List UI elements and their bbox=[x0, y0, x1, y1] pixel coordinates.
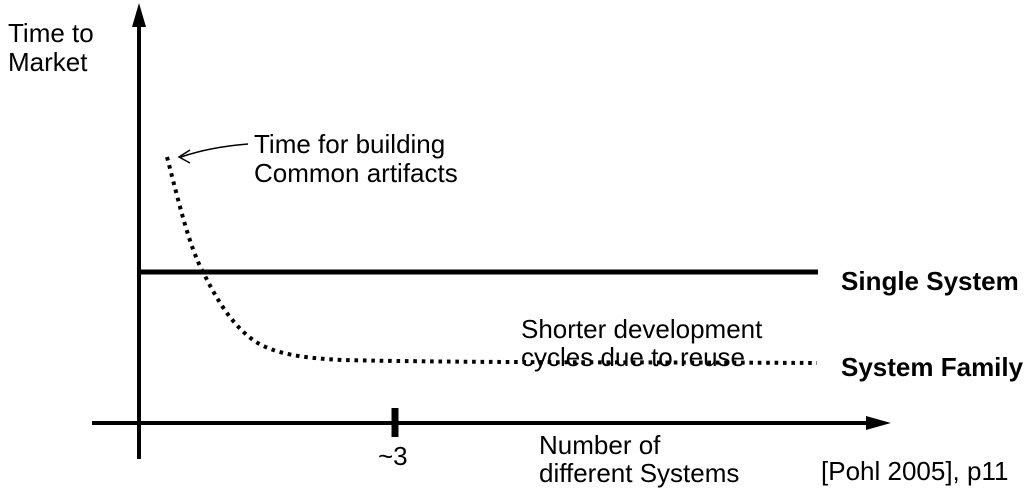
citation: [Pohl 2005], p11 bbox=[821, 456, 1009, 486]
x-axis-arrowhead-icon bbox=[866, 416, 891, 430]
single-system-label: Single System bbox=[841, 266, 1019, 296]
annotation-arrow bbox=[180, 143, 249, 158]
annotation-arrowhead-icon bbox=[177, 149, 191, 164]
system-family-label: System Family bbox=[841, 352, 1024, 382]
annotation-common-artifacts: Time for building Common artifacts bbox=[254, 129, 458, 188]
tick-label: ~3 bbox=[378, 441, 408, 471]
x-axis-label: Number of different Systems bbox=[539, 430, 740, 488]
system-family-curve bbox=[165, 156, 818, 365]
y-axis-arrowhead-icon bbox=[132, 3, 146, 27]
annotation-shorter-cycles: Shorter development cycles due to reuse bbox=[521, 314, 763, 372]
y-axis-label: Time to Market bbox=[8, 18, 94, 77]
